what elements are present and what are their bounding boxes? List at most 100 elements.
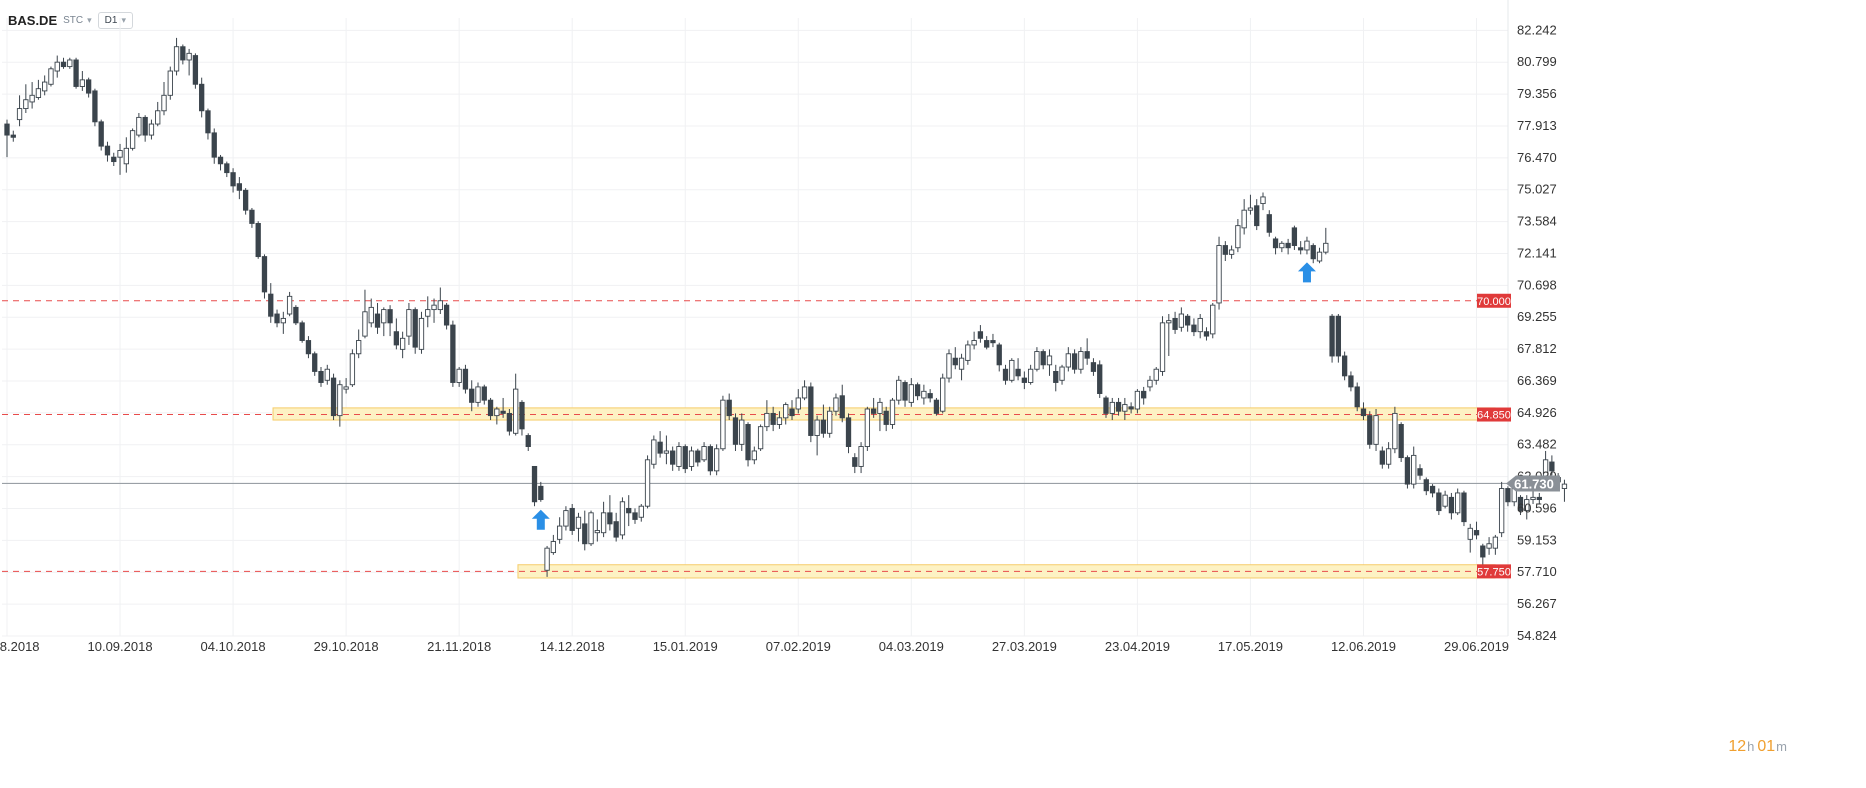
chart-style-dropdown[interactable]: STC ▾ [63, 15, 92, 26]
bearish-candle [1071, 349, 1078, 374]
bullish-candle [644, 455, 651, 509]
bearish-candle [1128, 402, 1134, 414]
bullish-candle [946, 349, 952, 383]
bearish-candle [192, 53, 199, 89]
candle-body [996, 344, 1002, 366]
bearish-candle [217, 154, 224, 171]
candle-body [670, 450, 676, 465]
candle-body [123, 147, 129, 165]
candle-body [933, 399, 940, 414]
bullish-candle [343, 378, 349, 394]
candle-body [117, 150, 123, 158]
candle-body [381, 309, 387, 324]
bearish-candle [1461, 490, 1467, 527]
candle-body [173, 46, 180, 72]
bullish-candle [356, 329, 362, 359]
bearish-candle [443, 302, 450, 330]
y-tick-label: 76.470 [1517, 150, 1557, 165]
bullish-candle [1373, 408, 1379, 451]
bullish-candle [858, 442, 864, 474]
bearish-candle [1203, 327, 1210, 341]
candle-body [751, 450, 757, 461]
y-tick-label: 57.710 [1517, 564, 1557, 579]
candle-body [726, 399, 732, 417]
bullish-candle [1442, 490, 1448, 509]
candle-body [104, 145, 111, 156]
bullish-candle [908, 378, 914, 407]
price-labels: 70.000 64.850 57.750 61.730 [1477, 293, 1560, 579]
timeframe-value: D1 [104, 14, 118, 26]
bearish-candle [808, 382, 814, 443]
candle-body [293, 306, 299, 324]
candle-body [98, 121, 104, 147]
candle-body [889, 399, 896, 425]
candle-body [927, 393, 933, 399]
candle-body [600, 512, 607, 534]
bearish-candle [1329, 314, 1335, 363]
bullish-candle [1153, 367, 1159, 385]
candle-body [1329, 315, 1335, 357]
candle-body [1304, 240, 1310, 251]
candle-body [67, 59, 73, 68]
candle-body [1404, 457, 1411, 485]
bullish-candle [1498, 481, 1505, 538]
candle-body [776, 417, 783, 425]
candle-body [374, 313, 381, 328]
bearish-candle [845, 413, 852, 454]
timeframe-dropdown[interactable]: D1 ▾ [97, 11, 133, 29]
candle-body [1184, 315, 1191, 326]
candle-body [236, 183, 243, 191]
bearish-candle [820, 404, 827, 438]
candle-body [914, 384, 921, 397]
bearish-candle [299, 320, 305, 343]
bullish-candle [286, 291, 293, 317]
candle-body [136, 116, 142, 136]
candle-body [349, 353, 356, 386]
candle-body [1373, 415, 1379, 445]
candle-body [827, 410, 833, 434]
candle-body [1341, 355, 1348, 377]
bearish-candle [525, 433, 531, 451]
candle-body [1561, 483, 1568, 489]
bullish-candle [399, 331, 406, 359]
candle-body [312, 353, 318, 372]
candle-body [443, 304, 450, 326]
bearish-candle [607, 495, 613, 531]
candle-body [663, 450, 670, 454]
symbol-label[interactable]: BAS.DE [8, 12, 58, 28]
bullish-candle [136, 112, 142, 138]
candle-body [180, 46, 186, 61]
bullish-candle [425, 296, 431, 328]
candle-body [425, 309, 431, 317]
bullish-candle [1260, 192, 1266, 211]
candle-body [42, 81, 48, 92]
bullish-candle [475, 382, 481, 407]
bearish-candle [312, 351, 318, 376]
bullish-candle [764, 400, 770, 432]
candle-body [990, 340, 996, 344]
bullish-candle [54, 55, 60, 78]
bullish-candle [35, 79, 42, 100]
candle-body [921, 390, 927, 399]
y-tick-label: 77.913 [1517, 118, 1557, 133]
bearish-candle [1505, 486, 1511, 507]
bearish-candle [1097, 360, 1103, 398]
candle-body [1385, 448, 1392, 465]
y-tick-label: 64.926 [1517, 405, 1557, 420]
bullish-candle [965, 340, 971, 365]
y-tick-label: 54.824 [1517, 628, 1557, 643]
bearish-candle [1053, 364, 1059, 392]
y-tick-label: 69.255 [1517, 309, 1557, 324]
candle-body [16, 108, 23, 121]
bearish-candle [1429, 484, 1436, 498]
bearish-candle [4, 119, 10, 158]
timer-hours-unit: h [1747, 739, 1755, 754]
bullish-candle [173, 37, 180, 76]
bullish-candle [1304, 236, 1310, 255]
bullish-candle [494, 406, 500, 425]
candle-body [1348, 375, 1354, 388]
bullish-candle [600, 501, 607, 538]
candle-body [418, 317, 425, 350]
bearish-candle [1360, 402, 1367, 421]
